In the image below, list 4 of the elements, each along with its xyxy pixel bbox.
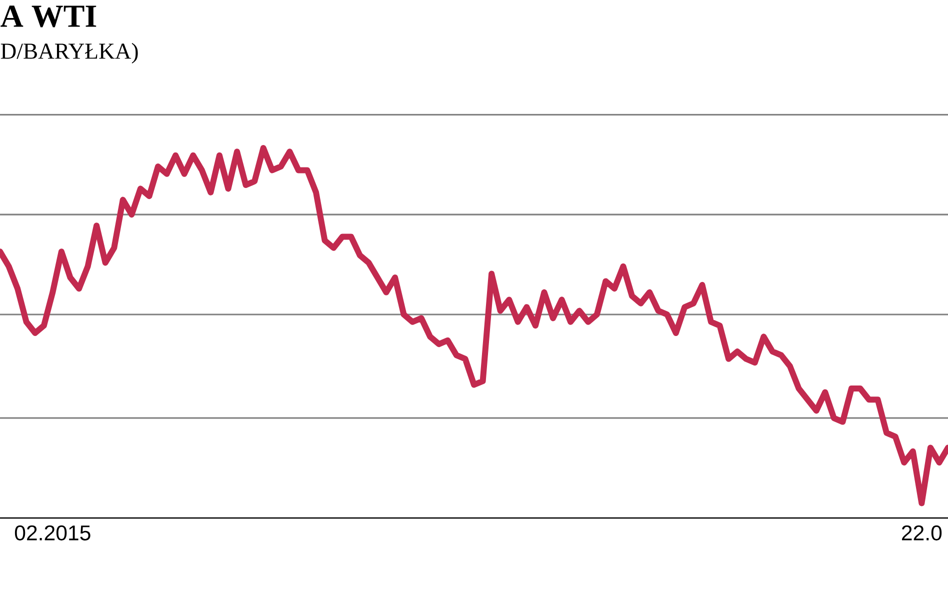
x-tick-label: 02.2015 [14, 525, 90, 540]
chart-subtitle: D/BARYŁKA) [0, 42, 138, 64]
chart-title: A WTI [0, 6, 96, 28]
x-tick-label: 22.0 [902, 525, 942, 540]
